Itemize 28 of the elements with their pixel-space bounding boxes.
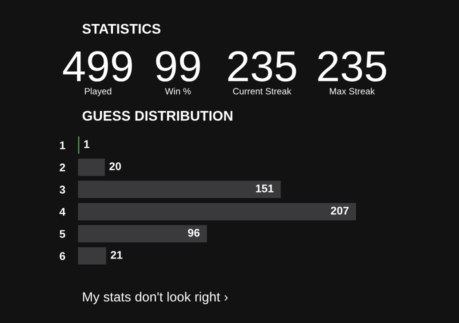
text: Played <box>84 88 112 96</box>
data-label: 20 <box>109 162 121 170</box>
bar <box>78 180 281 198</box>
text: My stats don't look right › <box>83 292 228 304</box>
y-tick-label: 1 <box>60 141 66 150</box>
bar <box>78 202 356 220</box>
text: 99 <box>156 51 200 82</box>
y-tick-label: 6 <box>60 252 66 260</box>
text: Win % <box>165 88 191 94</box>
text: 499 <box>63 51 132 82</box>
data-label: 151 <box>256 184 274 192</box>
text: 235 <box>228 51 296 82</box>
data-label: 1 <box>84 140 90 148</box>
y-tick-label: 4 <box>59 208 66 216</box>
bar <box>78 247 106 265</box>
text: Max Streak <box>330 88 375 94</box>
text: Current Streak <box>233 88 292 94</box>
bar <box>78 158 105 176</box>
text: 235 <box>318 51 386 82</box>
y-tick-label: 2 <box>60 164 66 172</box>
data-label: 21 <box>110 251 122 259</box>
chart-title: GUESS DISTRIBUTION <box>82 110 232 121</box>
data-label: 207 <box>330 206 349 215</box>
data-label: 96 <box>188 228 200 237</box>
y-tick-label: 3 <box>60 186 66 194</box>
bar <box>78 225 207 242</box>
y-tick-label: 5 <box>60 230 66 238</box>
text: STATISTICS <box>82 24 160 34</box>
